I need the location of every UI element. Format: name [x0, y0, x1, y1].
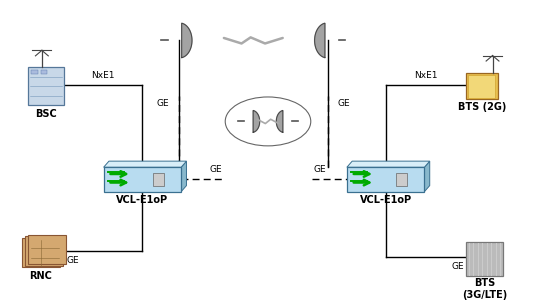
Text: GE: GE: [157, 99, 169, 108]
Text: GE: GE: [451, 262, 464, 271]
Polygon shape: [103, 161, 187, 167]
FancyBboxPatch shape: [153, 173, 164, 186]
Polygon shape: [182, 23, 192, 58]
FancyBboxPatch shape: [396, 173, 407, 186]
Text: NxE1: NxE1: [414, 71, 437, 80]
Text: GE: GE: [66, 256, 79, 265]
FancyBboxPatch shape: [25, 236, 63, 266]
FancyBboxPatch shape: [31, 70, 38, 74]
Polygon shape: [277, 111, 283, 132]
Polygon shape: [347, 161, 430, 167]
FancyBboxPatch shape: [21, 238, 60, 267]
Polygon shape: [315, 23, 325, 58]
Polygon shape: [253, 111, 259, 132]
FancyBboxPatch shape: [28, 235, 66, 264]
FancyBboxPatch shape: [41, 70, 47, 74]
FancyBboxPatch shape: [103, 167, 181, 192]
FancyBboxPatch shape: [347, 167, 425, 192]
Text: GE: GE: [338, 99, 350, 108]
Text: BSC: BSC: [35, 109, 57, 119]
FancyBboxPatch shape: [28, 67, 64, 105]
Text: GE: GE: [314, 165, 326, 174]
Text: VCL-E1oP: VCL-E1oP: [360, 195, 412, 205]
Text: VCL-E1oP: VCL-E1oP: [116, 195, 168, 205]
Polygon shape: [181, 161, 187, 192]
Polygon shape: [425, 161, 430, 192]
Text: GE: GE: [210, 165, 222, 174]
Text: RNC: RNC: [29, 270, 52, 281]
Text: NxE1: NxE1: [92, 71, 115, 80]
Text: BTS (2G): BTS (2G): [458, 102, 506, 112]
FancyBboxPatch shape: [466, 242, 503, 276]
Text: BTS
(3G/LTE): BTS (3G/LTE): [462, 278, 507, 300]
FancyBboxPatch shape: [468, 75, 495, 98]
FancyBboxPatch shape: [466, 73, 498, 99]
